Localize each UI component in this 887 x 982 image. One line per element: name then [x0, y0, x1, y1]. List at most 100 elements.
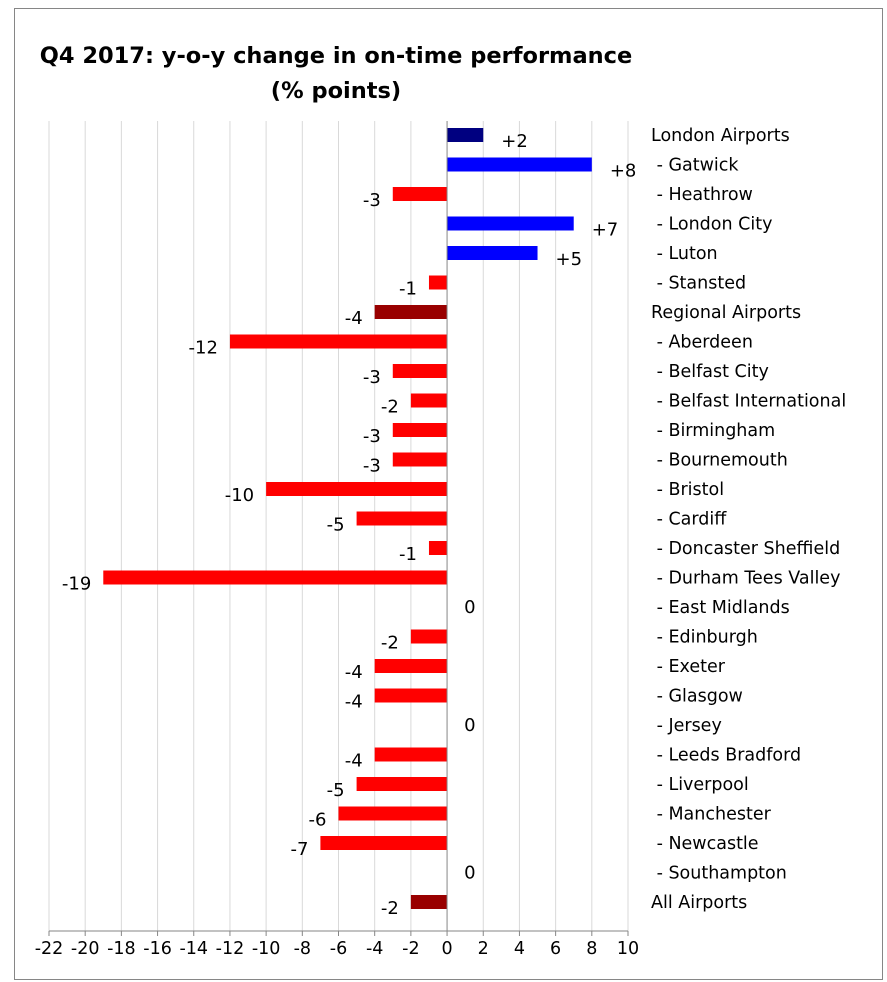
data-label: -10: [225, 485, 254, 506]
x-tick-label: 6: [550, 939, 561, 959]
category-label: - Leeds Bradford: [651, 746, 801, 766]
category-label: - Exeter: [651, 657, 726, 677]
bar: [447, 216, 574, 231]
category-label: - Durham Tees Valley: [651, 569, 840, 589]
category-label: - Liverpool: [651, 775, 749, 795]
data-label: +5: [556, 249, 583, 270]
bar: [392, 364, 448, 378]
data-label: -3: [363, 190, 381, 211]
category-label: - Belfast International: [651, 392, 846, 412]
category-label: - Belfast City: [651, 362, 769, 382]
bar: [392, 452, 448, 467]
x-tick-label: -22: [35, 939, 64, 959]
x-tick-label: -2: [402, 939, 419, 959]
x-tick-label: -4: [366, 939, 383, 959]
data-label: -2: [381, 898, 399, 919]
bar: [103, 570, 448, 585]
x-tick-label: -16: [143, 939, 172, 959]
data-label: -1: [399, 544, 417, 565]
category-label: - Bristol: [651, 480, 724, 500]
bar: [356, 511, 448, 526]
x-tick-labels: -22 -20 -18 -16 -14 -12 -10 -8 -6 -4 -2 0 2 4 6 8 10: [35, 939, 639, 959]
data-label: -3: [363, 367, 381, 388]
bar: [410, 629, 448, 644]
category-labels: London Airports - Gatwick - Heathrow - L…: [651, 126, 846, 913]
axes: [48, 121, 629, 936]
x-tick-label: 4: [514, 939, 525, 959]
x-tick-label: -6: [330, 939, 347, 959]
bar: [392, 423, 448, 437]
data-label: -12: [189, 338, 218, 359]
bar: [447, 128, 484, 142]
data-label: -19: [62, 574, 91, 595]
data-label: -4: [345, 692, 363, 713]
data-labels: +2+8-3+7+5-1-4-12-3-2-3-3-10-5-1-190-2-4…: [62, 131, 636, 919]
x-tick-label: -18: [107, 939, 136, 959]
bar: [392, 187, 448, 201]
category-label: - Newcastle: [651, 834, 759, 854]
data-label: -4: [345, 308, 363, 329]
chart-frame: +2 +8 -3 +7 +5 -1 -4 -12 -3 -2 -3 -3 -10 -5 -1 -19 0 -2 -4…: [14, 8, 883, 980]
data-label: -1: [399, 279, 417, 300]
x-tick-label: 8: [586, 939, 597, 959]
category-label: - Glasgow: [651, 687, 743, 707]
category-label: - Aberdeen: [651, 333, 753, 353]
data-label: +2: [501, 131, 528, 152]
category-label: - Bournemouth: [651, 451, 788, 471]
bar-chart: +2+8-3+7+5-1-4-12-3-2-3-3-10-5-1-190-2-4…: [35, 43, 847, 959]
bar: [374, 659, 448, 673]
data-label: -3: [363, 456, 381, 477]
bar: [266, 482, 448, 496]
data-label: -3: [363, 426, 381, 447]
category-label: - Manchester: [651, 805, 772, 825]
bar: [320, 836, 448, 850]
bar: [410, 895, 448, 909]
category-label: - East Midlands: [651, 598, 790, 618]
data-label: -6: [309, 810, 327, 831]
x-tick-label: -14: [179, 939, 208, 959]
bar: [356, 777, 448, 791]
category-label: London Airports: [651, 126, 790, 146]
category-label: - Edinburgh: [651, 628, 758, 648]
chart-title-line-2: (% points): [271, 78, 401, 104]
x-tick-label: -12: [216, 939, 245, 959]
x-tick-label: -8: [294, 939, 311, 959]
data-label: +8: [610, 161, 637, 182]
bar: [447, 246, 538, 260]
bar: [410, 393, 448, 408]
category-label: - Doncaster Sheffield: [651, 539, 840, 559]
bar: [229, 334, 448, 349]
category-label: - Cardiff: [651, 510, 727, 530]
data-label: 0: [464, 863, 475, 884]
category-label: - Birmingham: [651, 421, 775, 441]
bar: [428, 541, 448, 555]
data-label: 0: [464, 715, 475, 736]
data-label: -5: [327, 515, 345, 536]
bar: [428, 275, 448, 290]
category-label: - London City: [651, 215, 772, 235]
bar: [338, 806, 448, 821]
x-tick-label: 2: [478, 939, 489, 959]
x-tick-label: 10: [617, 939, 639, 959]
data-label: -2: [381, 633, 399, 654]
chart-title-line-1: Q4 2017: y-o-y change in on-time perform…: [40, 43, 633, 69]
category-label: - Heathrow: [651, 185, 753, 205]
x-tick-label: 0: [441, 939, 452, 959]
data-label: -2: [381, 397, 399, 418]
category-label: - Luton: [651, 244, 718, 264]
category-label: Regional Airports: [651, 303, 801, 323]
data-label: -4: [345, 662, 363, 683]
category-label: - Southampton: [651, 864, 787, 884]
category-label: - Gatwick: [651, 156, 739, 176]
x-tick-label: -10: [252, 939, 281, 959]
data-label: -5: [327, 780, 345, 801]
data-label: +7: [592, 220, 619, 241]
x-tick-label: -20: [71, 939, 100, 959]
category-label: - Jersey: [651, 716, 722, 736]
bar: [374, 747, 448, 762]
category-label: - Stansted: [651, 274, 746, 294]
bar: [447, 157, 592, 172]
data-label: -4: [345, 751, 363, 772]
bar: [374, 305, 448, 319]
data-label: 0: [464, 597, 475, 618]
